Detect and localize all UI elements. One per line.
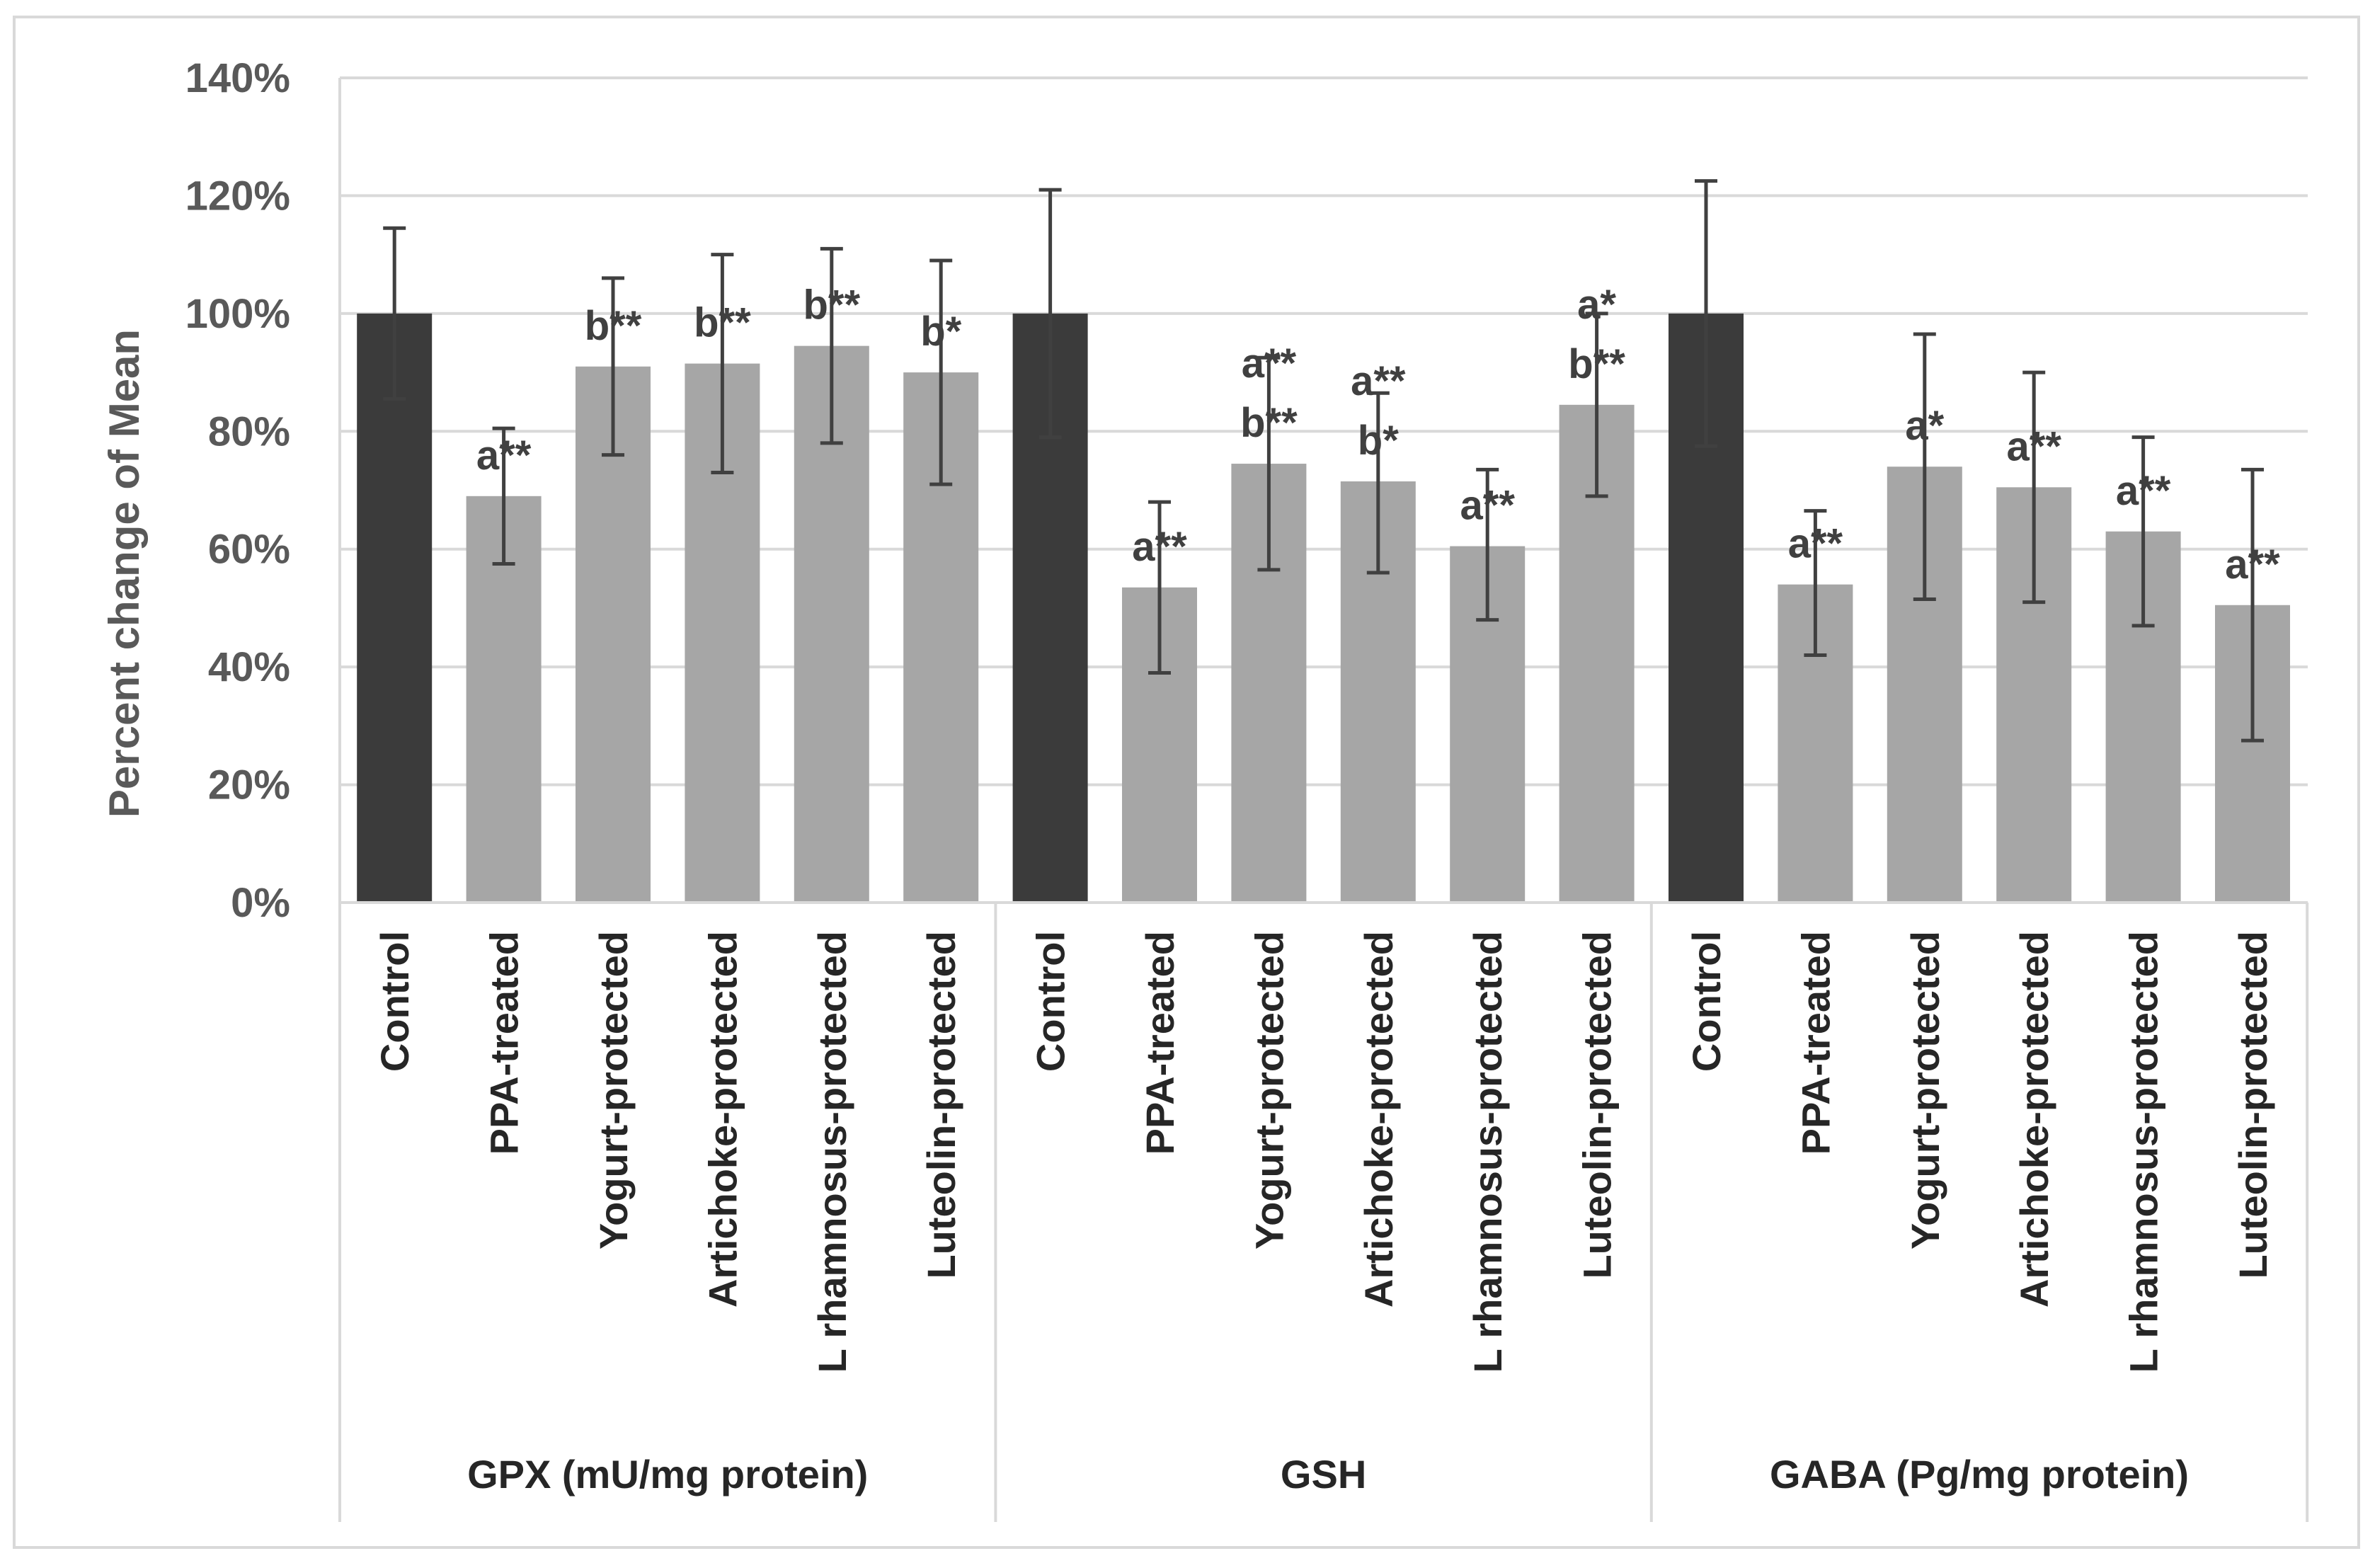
bar-annotation: b**	[694, 300, 751, 346]
error-bars	[383, 179, 2264, 743]
x-category-label: Artichoke-protected	[1356, 931, 1401, 1307]
y-tick-label: 140%	[185, 55, 290, 101]
bar-annotation: a**	[1242, 341, 1297, 387]
x-category-label: Control	[372, 931, 417, 1072]
x-category-label: PPA-treated	[482, 931, 527, 1155]
bar-annotation: a**	[2116, 468, 2171, 514]
significance-annotations: a** b** b** b** b* a** a** b** a** b* a** a* b** a** a…	[476, 282, 2280, 588]
y-tick-label: 80%	[208, 408, 290, 454]
gridlines	[340, 76, 2308, 786]
bar-annotation: b*	[1358, 418, 1399, 464]
bar-annotation: a**	[1788, 521, 1843, 567]
x-category-label: L rhamnosus-protected	[810, 931, 854, 1373]
bar-annotation: b**	[1568, 341, 1625, 387]
x-category-label: L rhamnosus-protected	[2122, 931, 2166, 1373]
x-category-label: Yogurt-protected	[591, 931, 636, 1249]
x-group-label: GABA (Pg/mg protein)	[1770, 1452, 2189, 1497]
bar-control	[357, 313, 433, 903]
bar-annotation: a*	[1905, 403, 1944, 449]
y-tick-label: 20%	[208, 762, 290, 808]
y-tick-label: 100%	[185, 291, 290, 337]
y-tick-label: 60%	[208, 527, 290, 573]
x-category-label: Artichoke-protected	[700, 931, 745, 1307]
axes	[338, 78, 2309, 1522]
x-category-label: Control	[1684, 931, 1729, 1072]
bar-annotation: a**	[2225, 542, 2280, 588]
x-category-label: Yogurt-protected	[1903, 931, 1947, 1249]
y-tick-label: 120%	[185, 173, 290, 219]
bar-annotation: b**	[1240, 400, 1298, 446]
x-category-label: L rhamnosus-protected	[1465, 931, 1510, 1373]
x-category-label: Luteolin-protected	[919, 931, 963, 1279]
bar-annotation: b**	[585, 303, 642, 349]
bar-annotation: a*	[1577, 282, 1616, 328]
x-category-label: Artichoke-protected	[2012, 931, 2056, 1307]
bar-annotation: a**	[1351, 358, 1406, 404]
x-category-label: Luteolin-protected	[2231, 931, 2275, 1279]
y-tick-label: 0%	[231, 880, 290, 926]
x-category-label: PPA-treated	[1138, 931, 1182, 1155]
x-category-label: Luteolin-protected	[1575, 931, 1620, 1279]
y-tick-label: 40%	[208, 644, 290, 690]
y-axis-title: Percent change of Mean	[101, 329, 148, 818]
bar-annotation: a**	[2006, 423, 2061, 469]
bar-annotation: b*	[920, 309, 961, 355]
bar-annotation: a**	[1132, 524, 1187, 570]
x-category-label: Yogurt-protected	[1247, 931, 1291, 1249]
axis-labels: 0% 20% 40% 60% 80% 100% 120% 140% Control PPA-tre…	[185, 55, 2275, 1497]
bar-annotation: b**	[803, 282, 861, 328]
x-group-label: GSH	[1281, 1452, 1366, 1497]
x-category-label: Control	[1029, 931, 1073, 1072]
x-category-label: PPA-treated	[1793, 931, 1838, 1155]
bar-annotation: a**	[1460, 483, 1515, 529]
bar-annotation: a**	[476, 433, 532, 479]
x-group-label: GPX (mU/mg protein)	[467, 1452, 868, 1497]
